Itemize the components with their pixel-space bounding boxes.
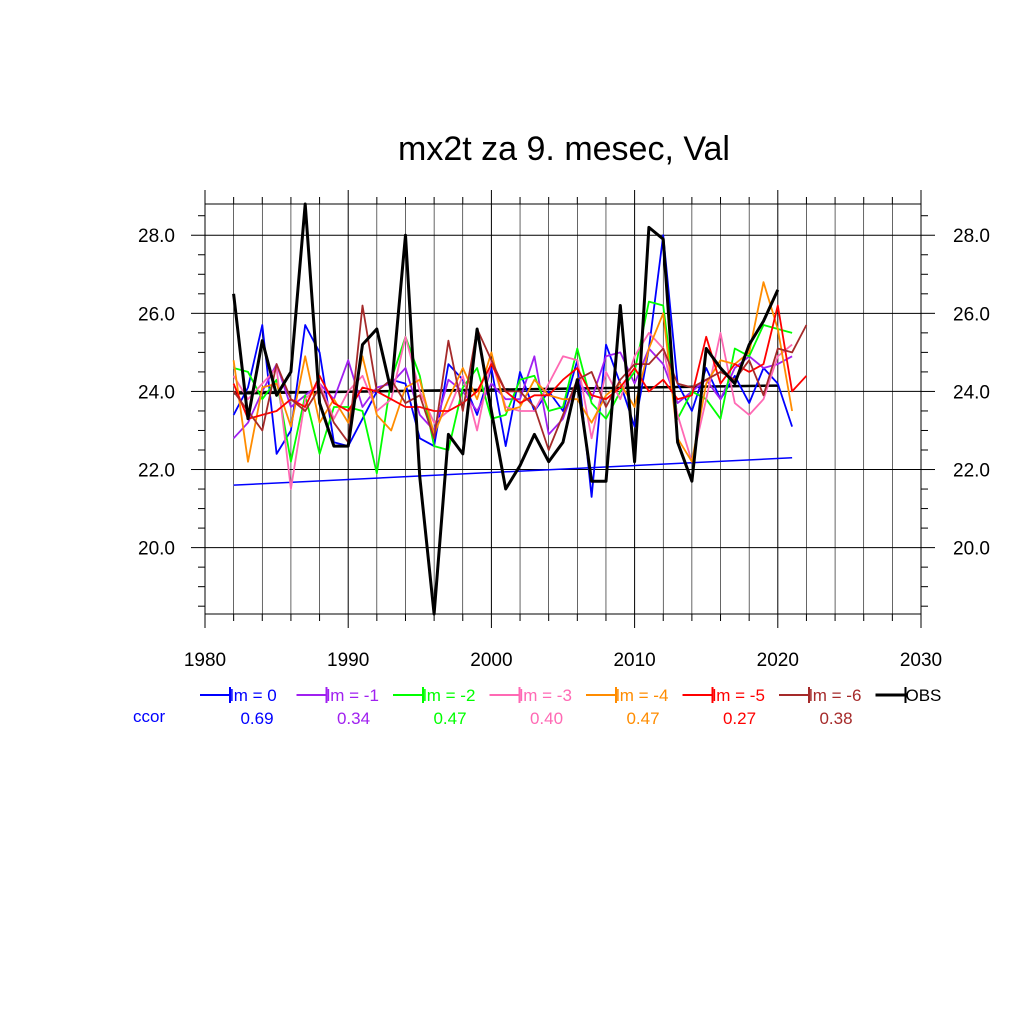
legend-entry: lm = -3 — [520, 686, 572, 705]
plot-frame — [204, 203, 922, 615]
x-tick-label: 2010 — [613, 650, 655, 671]
y-tick-label-left: 28.0 — [138, 226, 175, 247]
legend-entry: lm = -4 — [616, 686, 668, 705]
x-tick-label: 2030 — [900, 650, 942, 671]
series-lines — [232, 202, 808, 616]
series-line — [232, 304, 808, 420]
y-tick-label-right: 22.0 — [953, 461, 990, 482]
series-line — [232, 202, 780, 616]
y-tick-label-right: 26.0 — [953, 304, 990, 325]
ccor-value: 0.27 — [723, 709, 756, 728]
legend-entry: lm = -2 — [423, 686, 475, 705]
y-tick-label-right: 20.0 — [953, 539, 990, 560]
x-tick-label: 1990 — [327, 650, 369, 671]
legend-entry: lm = -5 — [713, 686, 765, 705]
ccor-value: 0.38 — [819, 709, 852, 728]
legend-entry: lm = -1 — [327, 686, 379, 705]
y-tick-label-left: 22.0 — [138, 461, 175, 482]
x-tick-label: 2020 — [757, 650, 799, 671]
legend: lm = 0 0.69 lm = -1 0.34 lm = -2 0.47 lm = -3 0… — [133, 686, 941, 728]
trend-lines — [233, 384, 793, 486]
y-tick-label-right: 24.0 — [953, 382, 990, 403]
ccor-value: 0.34 — [337, 709, 370, 728]
ccor-value: 0.40 — [530, 709, 563, 728]
y-tick-label-right: 28.0 — [953, 226, 990, 247]
legend-entry: OBS — [906, 686, 942, 705]
y-tick-label-left: 20.0 — [138, 539, 175, 560]
legend-entry: lm = -6 — [809, 686, 861, 705]
legend-entry: lm = 0 — [230, 686, 277, 705]
ccor-value: 0.69 — [240, 709, 273, 728]
ccor-value: 0.47 — [626, 709, 659, 728]
ccor-label: ccor — [133, 707, 165, 726]
y-tick-label-left: 26.0 — [138, 304, 175, 325]
trend-line — [233, 457, 793, 486]
chart-title: mx2t za 9. mesec, Val — [398, 130, 730, 168]
x-tick-label: 1980 — [184, 650, 226, 671]
axes: 1980 1990 2000 2010 2020 2030 20.0 20.0 22.0 22.0… — [138, 190, 990, 671]
series-line — [232, 304, 808, 451]
ccor-value: 0.47 — [433, 709, 466, 728]
y-tick-label-left: 24.0 — [138, 382, 175, 403]
x-tick-label: 2000 — [470, 650, 512, 671]
